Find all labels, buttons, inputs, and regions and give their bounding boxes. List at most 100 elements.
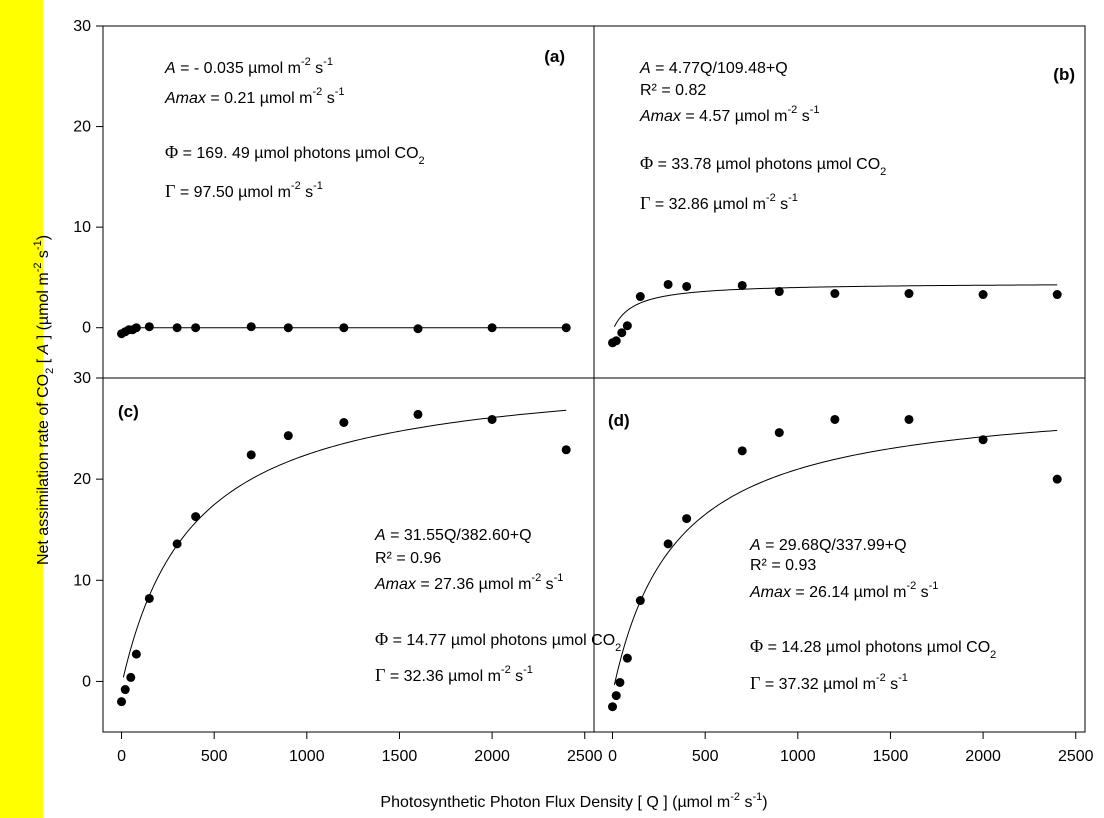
- y-tick-label: 10: [73, 572, 91, 589]
- x-axis-title: Photosynthetic Photon Flux Density [ Q ]…: [380, 791, 767, 811]
- y-tick-label: 20: [73, 119, 91, 136]
- data-point: [561, 445, 571, 455]
- panel-annotation: Φ = 169. 49 µmol photons µmol CO2: [165, 142, 425, 167]
- y-tick-label: 30: [73, 18, 91, 35]
- data-point: [663, 539, 673, 549]
- panel-annotation: Γ = 37.32 µmol m-2 s-1: [750, 672, 908, 693]
- panel-annotation: Φ = 14.28 µmol photons µmol CO2: [750, 636, 996, 661]
- data-point: [615, 677, 625, 687]
- x-tick-label: 2500: [1058, 748, 1094, 765]
- data-point: [117, 697, 127, 707]
- data-point: [904, 414, 914, 424]
- panel-d: 0 500 1000 1500 2000 2500 (d) A = 29.68Q/337.99…: [593, 377, 1094, 765]
- x-tick-label: 0: [117, 748, 126, 765]
- data-point: [283, 431, 293, 441]
- x-tick-label: 1500: [382, 748, 418, 765]
- data-point: [635, 596, 645, 606]
- panel-a: 0 10 20 30 (a) A = - 0.035 µmol m-2 s-1 Amax =…: [73, 18, 595, 379]
- data-point: [131, 649, 141, 659]
- data-point: [904, 289, 914, 299]
- data-point: [339, 418, 349, 428]
- y-tick-label: 10: [73, 219, 91, 236]
- y-tick-label: 20: [73, 471, 91, 488]
- x-tick-label: 500: [692, 748, 719, 765]
- panel-annotation: Γ = 32.36 µmol m-2 s-1: [375, 664, 533, 685]
- panel-annotation: Amax = 0.21 µmol m-2 s-1: [164, 86, 345, 107]
- panel-annotation: A = 4.77Q/109.48+Q: [639, 60, 788, 77]
- panel-c: 0 10 20 30 0 500 1000 1500 2000 2500 (c) A = 31.55Q…: [73, 370, 621, 765]
- data-point: [608, 702, 618, 712]
- data-point: [663, 279, 673, 289]
- data-point: [246, 450, 256, 460]
- x-tick-label: 2000: [474, 748, 510, 765]
- data-point: [622, 653, 632, 663]
- panel-annotation: A = 29.68Q/337.99+Q: [749, 537, 907, 554]
- data-point: [172, 539, 182, 549]
- data-point: [830, 414, 840, 424]
- panel-b: (b) A = 4.77Q/109.48+Q R² = 0.82 Amax = 4.5…: [593, 25, 1086, 379]
- data-point: [737, 280, 747, 290]
- panel-label: (d): [608, 411, 630, 430]
- data-point: [339, 323, 349, 333]
- data-point: [774, 428, 784, 438]
- data-point: [413, 324, 423, 334]
- y-tick-label: 0: [82, 320, 91, 337]
- data-point: [622, 321, 632, 331]
- data-point: [172, 323, 182, 333]
- panel-annotation: Amax = 26.14 µmol m-2 s-1: [749, 580, 938, 601]
- data-point: [283, 323, 293, 333]
- data-point: [191, 323, 201, 333]
- data-point: [611, 336, 621, 346]
- yellow-margin-bar: [0, 0, 43, 818]
- data-point: [830, 289, 840, 299]
- x-tick-label: 2500: [567, 748, 603, 765]
- data-point: [1052, 474, 1062, 484]
- x-tick-label: 500: [201, 748, 228, 765]
- data-point: [561, 323, 571, 333]
- data-point: [978, 290, 988, 300]
- data-point: [682, 514, 692, 524]
- data-point: [635, 292, 645, 302]
- x-tick-label: 1000: [289, 748, 325, 765]
- panel-annotation: A = - 0.035 µmol m-2 s-1: [164, 56, 333, 77]
- fit-curve: [613, 284, 1058, 327]
- data-point: [413, 409, 423, 419]
- data-point: [737, 446, 747, 456]
- panel-annotation: Φ = 33.78 µmol photons µmol CO2: [640, 153, 886, 178]
- panel-frame: [593, 377, 1086, 733]
- panel-label: (a): [544, 47, 565, 66]
- data-point: [682, 281, 692, 291]
- data-point: [774, 287, 784, 297]
- y-axis-title: Net assimilation rate of CO2 [ A ] (µmol…: [32, 235, 56, 565]
- x-tick-label: 1500: [873, 748, 909, 765]
- y-tick-label: 0: [82, 673, 91, 690]
- data-point: [246, 322, 256, 332]
- panel-label: (c): [118, 402, 139, 421]
- y-tick-label: 30: [73, 370, 91, 387]
- data-point: [1052, 290, 1062, 300]
- panel-annotation: Γ = 32.86 µmol m-2 s-1: [640, 192, 798, 213]
- data-point: [617, 328, 627, 338]
- data-point: [487, 414, 497, 424]
- panel-annotation: Amax = 4.57 µmol m-2 s-1: [639, 104, 820, 125]
- panel-annotation: R² = 0.93: [750, 557, 816, 574]
- panel-annotation: Γ = 97.50 µmol m-2 s-1: [165, 180, 323, 201]
- data-point: [144, 322, 154, 332]
- data-point: [144, 593, 154, 603]
- panel-annotation: A = 31.55Q/382.60+Q: [374, 527, 532, 544]
- x-tick-label: 2000: [965, 748, 1001, 765]
- data-point: [487, 323, 497, 333]
- panel-annotation: R² = 0.96: [375, 550, 441, 567]
- data-point: [191, 512, 201, 522]
- panel-label: (b): [1053, 65, 1075, 84]
- data-point: [126, 672, 136, 682]
- fit-curve: [613, 429, 1058, 686]
- x-tick-label: 0: [608, 748, 617, 765]
- data-point: [120, 685, 130, 695]
- data-point: [131, 323, 141, 333]
- data-point: [978, 435, 988, 445]
- panel-annotation: Φ = 14.77 µmol photons µmol CO2: [375, 629, 621, 654]
- data-point: [611, 691, 621, 701]
- panel-annotation: Amax = 27.36 µmol m-2 s-1: [374, 572, 563, 593]
